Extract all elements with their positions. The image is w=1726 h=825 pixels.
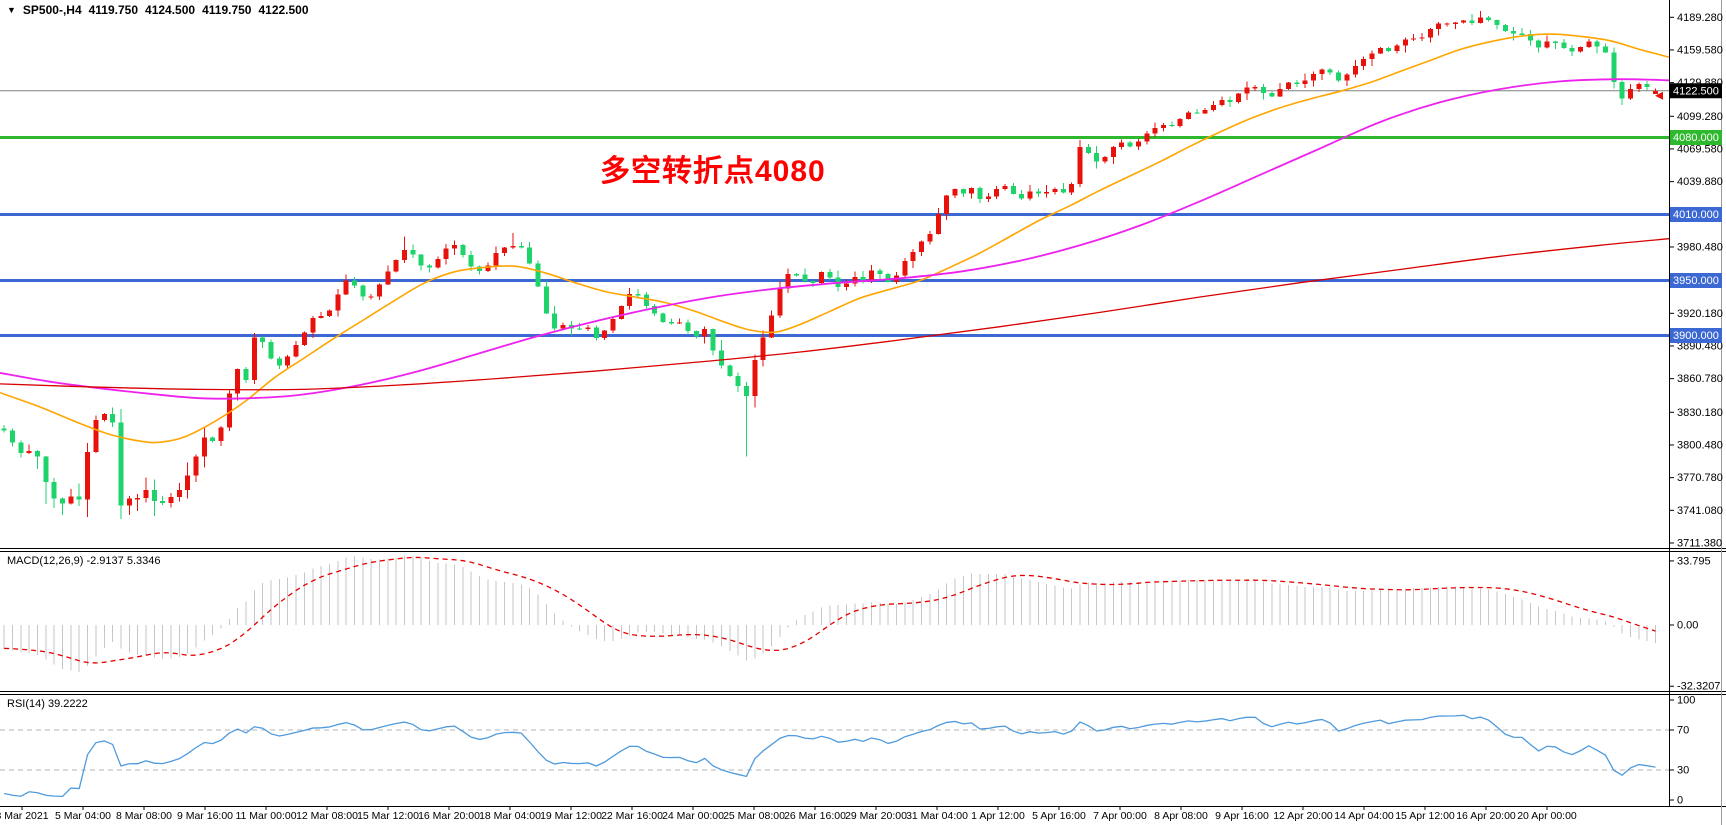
svg-text:100: 100 [1677, 695, 1695, 707]
time-tick-label: 8 Apr 08:00 [1154, 810, 1208, 822]
macd-histogram [3, 555, 1656, 673]
price-level-lines [0, 90, 1669, 337]
price-tick-label: 3711.380 [1677, 537, 1722, 549]
svg-text:33.795: 33.795 [1677, 555, 1711, 567]
price-badge [1670, 328, 1722, 343]
collapse-icon[interactable]: ▼ [7, 5, 16, 15]
price-badge [1670, 83, 1722, 99]
time-tick-label: 29 Mar 20:00 [845, 810, 907, 822]
symbol-timeframe: SP500-,H4 [22, 3, 82, 17]
time-tick-label: 26 Mar 16:00 [784, 810, 846, 822]
symbol-info-bar: ▼ SP500-,H4 4119.750 4124.500 4119.750 4… [7, 3, 309, 17]
time-tick-label: 9 Mar 16:00 [177, 810, 233, 822]
ohlc-high: 4124.500 [145, 3, 196, 17]
time-tick-label: 15 Apr 12:00 [1395, 810, 1455, 822]
macd-indicator-label: MACD(12,26,9) -2.9137 5.3346 [7, 555, 161, 567]
svg-text:30: 30 [1677, 765, 1689, 777]
time-tick-label: 20 Apr 00:00 [1517, 810, 1577, 822]
rsi-panel [0, 714, 1669, 798]
time-tick-label: 3 Mar 2021 [0, 810, 49, 822]
price-tick-label: 4039.880 [1677, 176, 1723, 188]
svg-text:4080.000: 4080.000 [1673, 132, 1719, 144]
time-tick-label: 19 Mar 12:00 [540, 810, 602, 822]
ohlc-open: 4119.750 [88, 3, 139, 17]
price-tick-label: 4099.280 [1677, 111, 1723, 123]
time-tick-label: 24 Mar 00:00 [662, 810, 724, 822]
time-tick-label: 16 Mar 20:00 [418, 810, 480, 822]
macd-panel [3, 555, 1656, 673]
ma-mid-magenta[interactable] [0, 78, 1670, 400]
price-tick-label: 4159.580 [1677, 44, 1723, 56]
ma-fast-orange[interactable] [0, 33, 1670, 444]
time-tick-label: 11 Mar 00:00 [235, 810, 296, 822]
svg-text:3900.000: 3900.000 [1673, 330, 1719, 342]
price-tick-label: 3770.780 [1677, 472, 1723, 484]
svg-text:3950.000: 3950.000 [1673, 275, 1719, 287]
chart-annotation-text[interactable]: 多空转折点4080 [600, 155, 826, 188]
ohlc-close: 4122.500 [258, 3, 309, 17]
current-bar-marker [1655, 91, 1663, 100]
time-tick-label: 31 Mar 04:00 [906, 810, 968, 822]
price-tick-label: 3800.480 [1677, 439, 1723, 451]
time-tick-label: 5 Apr 16:00 [1032, 810, 1086, 822]
time-tick-label: 12 Apr 20:00 [1273, 810, 1333, 822]
price-tick-label: 3980.480 [1677, 241, 1723, 253]
time-tick-label: 7 Apr 00:00 [1093, 810, 1147, 822]
svg-text:-32.3207: -32.3207 [1677, 681, 1720, 693]
time-tick-label: 18 Mar 04:00 [479, 810, 541, 822]
indicator-axes: 33.795 0.00 -32.3207 100 70 30 0 [1669, 555, 1720, 807]
svg-text:4010.000: 4010.000 [1673, 209, 1719, 221]
price-tick-label: 3890.480 [1677, 340, 1723, 352]
time-tick-label: 14 Apr 04:00 [1334, 810, 1394, 822]
price-tick-label: 3741.080 [1677, 505, 1723, 517]
time-tick-label: 22 Mar 16:00 [601, 810, 663, 822]
time-tick-label: 12 Mar 08:00 [296, 810, 358, 822]
price-tick-label: 4189.280 [1677, 12, 1723, 24]
price-tick-label: 3860.780 [1677, 373, 1723, 385]
svg-text:4122.500: 4122.500 [1673, 85, 1719, 97]
time-tick-label: 25 Mar 08:00 [723, 810, 785, 822]
candles-layer [1, 11, 1658, 520]
ohlc-low: 4119.750 [202, 3, 252, 17]
time-tick-label: 15 Mar 12:00 [357, 810, 419, 822]
svg-text:0.00: 0.00 [1677, 619, 1698, 631]
price-tick-label: 3920.180 [1677, 308, 1723, 320]
rsi-indicator-label: RSI(14) 39.2222 [7, 698, 88, 710]
price-badge [1670, 130, 1722, 145]
moving-averages-layer [0, 33, 1670, 444]
time-tick-label: 8 Mar 08:00 [116, 810, 172, 822]
price-tick-label: 3830.180 [1677, 407, 1723, 419]
rsi-line[interactable] [4, 714, 1656, 798]
time-tick-label: 1 Apr 12:00 [971, 810, 1025, 822]
price-badge [1670, 273, 1722, 288]
ma-slow-red[interactable] [0, 238, 1670, 391]
price-axis: 4189.2804159.5804129.8804099.2804069.580… [1669, 12, 1723, 549]
svg-text:0: 0 [1677, 795, 1683, 807]
time-tick-label: 16 Apr 20:00 [1456, 810, 1516, 822]
price-badge [1670, 207, 1722, 222]
svg-text:70: 70 [1677, 725, 1689, 737]
time-axis: 3 Mar 2021 5 Mar 04:00 8 Mar 08:00 9 Mar 16… [0, 806, 1577, 822]
time-tick-label: 5 Mar 04:00 [55, 810, 111, 822]
macd-signal-line[interactable] [4, 556, 1656, 664]
time-tick-label: 9 Apr 16:00 [1215, 810, 1269, 822]
price-tick-label: 4069.580 [1677, 143, 1723, 155]
